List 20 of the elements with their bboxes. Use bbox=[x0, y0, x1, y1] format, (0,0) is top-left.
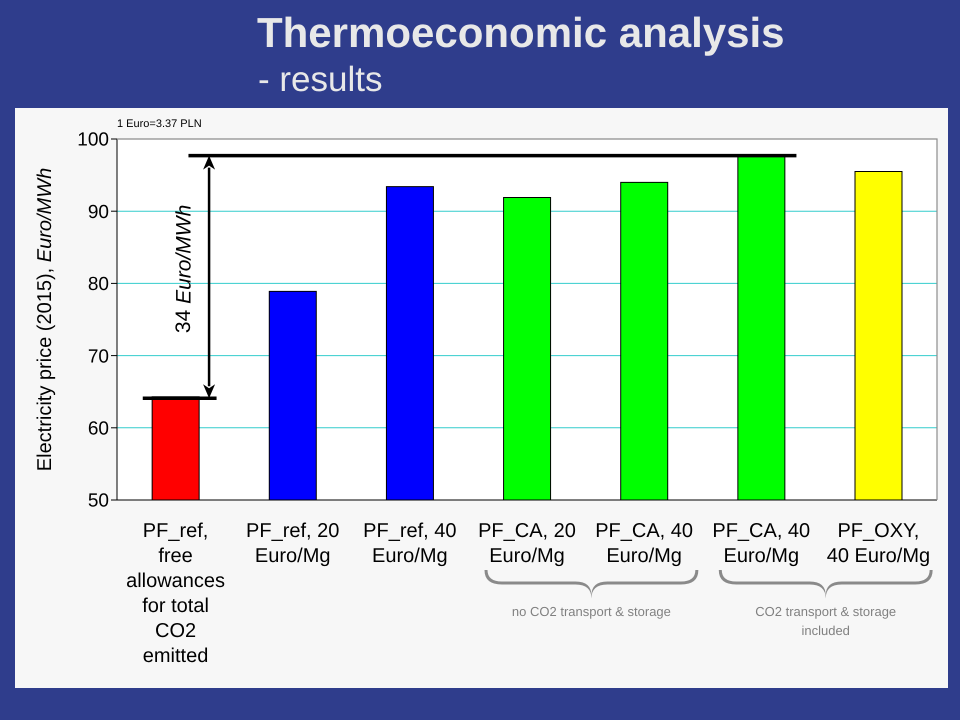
y-axis-title: Electricity price (2015), Euro/MWh bbox=[34, 168, 56, 472]
annotation: 34 Euro/MWh bbox=[172, 204, 196, 334]
y-tick-label: 90 bbox=[88, 202, 109, 223]
y-tick-label: 100 bbox=[77, 130, 109, 151]
chart-title: Thermoeconomic analysis bbox=[257, 9, 785, 56]
x-tick-label: PF_ref, free allowances for total CO2 emitted bbox=[126, 520, 226, 667]
text: no CO2 transport & storage bbox=[512, 604, 671, 619]
x-tick-label: PF_CA, 20 Euro/Mg bbox=[478, 520, 576, 567]
y-tick-label: 70 bbox=[88, 346, 109, 368]
x-tick-label: PF_ref, 40 Euro/Mg bbox=[363, 520, 457, 567]
y-tick-label: 50 bbox=[88, 490, 109, 512]
text: 1 Euro=3.37 PLN bbox=[117, 118, 202, 130]
chart-subtitle: - results bbox=[258, 60, 382, 99]
y-tick-label: 80 bbox=[88, 274, 109, 296]
x-tick-label: PF_ref, 20 Euro/Mg bbox=[246, 520, 340, 567]
x-tick-label: PF_OXY, 40 Euro/Mg bbox=[826, 520, 930, 567]
text: CO2 transport & storage included bbox=[755, 604, 896, 638]
x-tick-label: PF_CA, 40 Euro/Mg bbox=[712, 520, 810, 567]
y-tick-label: 60 bbox=[88, 418, 109, 440]
x-tick-label: PF_CA, 40 Euro/Mg bbox=[595, 520, 694, 567]
